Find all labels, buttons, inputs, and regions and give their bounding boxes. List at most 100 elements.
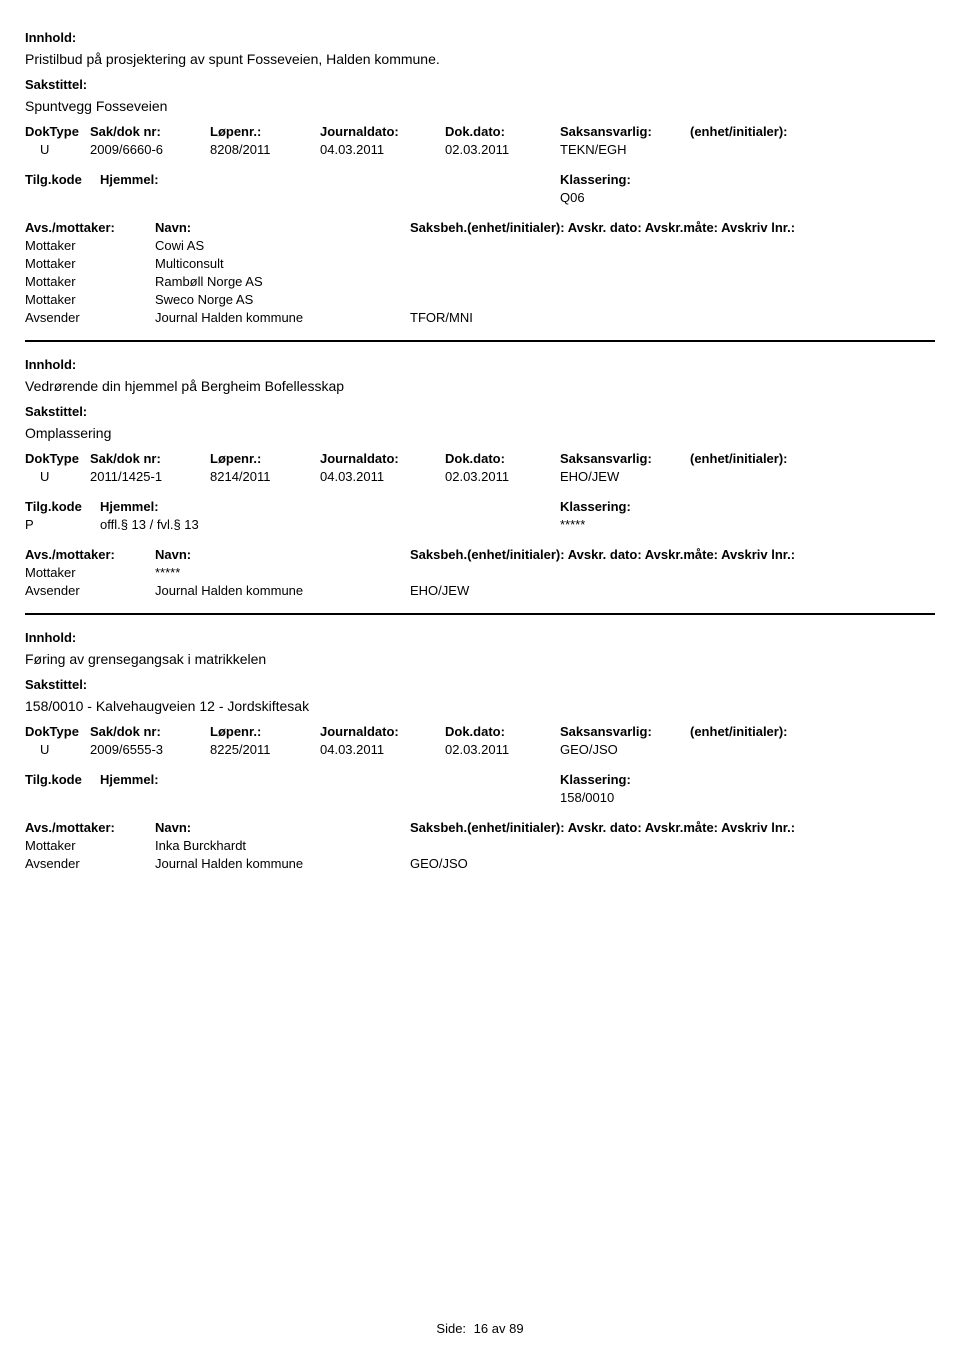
tilgkode-value: P <box>25 517 100 532</box>
avsmottaker-header: Avs./mottaker: <box>25 220 155 235</box>
klassering-header: Klassering: <box>560 172 631 187</box>
avsender-code: EHO/JEW <box>410 583 469 598</box>
mottaker-name: ***** <box>155 565 410 580</box>
saksbeh-avskr-header: Saksbeh.(enhet/initialer): Avskr. dato: … <box>410 820 935 835</box>
mottaker-row: MottakerRambøll Norge AS <box>25 274 935 289</box>
tilgkode-value <box>25 190 100 205</box>
klassering-header: Klassering: <box>560 499 631 514</box>
sakdok-header: Sak/dok nr: <box>90 724 210 739</box>
dokdato-header: Dok.dato: <box>445 124 560 139</box>
doktype-value: U <box>25 469 90 484</box>
avsender-label: Avsender <box>25 856 155 871</box>
avsender-code: TFOR/MNI <box>410 310 473 325</box>
hjemmel-header: Hjemmel: <box>100 499 370 514</box>
mottaker-row: Mottaker***** <box>25 565 935 580</box>
journaldato-value: 04.03.2011 <box>320 742 445 757</box>
mottaker-name: Sweco Norge AS <box>155 292 410 307</box>
record-divider <box>25 340 935 342</box>
doktype-value: U <box>25 742 90 757</box>
avs-header-row: Avs./mottaker:Navn:Saksbeh.(enhet/initia… <box>25 820 935 835</box>
avsender-code: GEO/JSO <box>410 856 468 871</box>
dokdato-value: 02.03.2011 <box>445 469 560 484</box>
innhold-value: Føring av grensegangsak i matrikkelen <box>25 651 935 667</box>
hjemmel-data-row: 158/0010 <box>25 790 935 805</box>
hjemmel-data-row: Q06 <box>25 190 935 205</box>
mottaker-name: Rambøll Norge AS <box>155 274 410 289</box>
saksbeh-avskr-header: Saksbeh.(enhet/initialer): Avskr. dato: … <box>410 547 935 562</box>
mottaker-row: MottakerInka Burckhardt <box>25 838 935 853</box>
klassering-header: Klassering: <box>560 772 631 787</box>
avsender-row: AvsenderJournal Halden kommuneTFOR/MNI <box>25 310 935 325</box>
tilgkode-header: Tilg.kode <box>25 772 100 787</box>
doc-header-row: DokTypeSak/dok nr:Løpenr.:Journaldato:Do… <box>25 451 935 466</box>
doktype-header: DokType <box>25 451 90 466</box>
avsender-label: Avsender <box>25 310 155 325</box>
sakstittel-label: Sakstittel: <box>25 77 935 92</box>
journaldato-header: Journaldato: <box>320 124 445 139</box>
enhet-header: (enhet/initialer): <box>690 451 840 466</box>
mottaker-label: Mottaker <box>25 565 155 580</box>
navn-header: Navn: <box>155 220 410 235</box>
mottaker-label: Mottaker <box>25 256 155 271</box>
sakdok-value: 2009/6660-6 <box>90 142 210 157</box>
saksansvarlig-value: GEO/JSO <box>560 742 690 757</box>
lopenr-value: 8208/2011 <box>210 142 320 157</box>
journaldato-value: 04.03.2011 <box>320 469 445 484</box>
saksbeh-avskr-header: Saksbeh.(enhet/initialer): Avskr. dato: … <box>410 220 935 235</box>
avsender-name: Journal Halden kommune <box>155 856 410 871</box>
saksansvarlig-value: TEKN/EGH <box>560 142 690 157</box>
innhold-label: Innhold: <box>25 30 935 45</box>
lopenr-header: Løpenr.: <box>210 451 320 466</box>
mottaker-row: MottakerSweco Norge AS <box>25 292 935 307</box>
saksansvarlig-header: Saksansvarlig: <box>560 724 690 739</box>
avs-header-row: Avs./mottaker:Navn:Saksbeh.(enhet/initia… <box>25 547 935 562</box>
hjemmel-value <box>100 790 370 805</box>
hjemmel-data-row: Poffl.§ 13 / fvl.§ 13***** <box>25 517 935 532</box>
mottaker-name: Cowi AS <box>155 238 410 253</box>
doc-data-row: U2011/1425-18214/201104.03.201102.03.201… <box>25 469 935 484</box>
hjemmel-header-row: Tilg.kodeHjemmel:Klassering: <box>25 499 935 514</box>
klassering-value: ***** <box>560 517 585 532</box>
innhold-value: Pristilbud på prosjektering av spunt Fos… <box>25 51 935 67</box>
dokdato-value: 02.03.2011 <box>445 142 560 157</box>
mottaker-name: Inka Burckhardt <box>155 838 410 853</box>
klassering-value: Q06 <box>560 190 585 205</box>
mottaker-label: Mottaker <box>25 274 155 289</box>
record: Innhold: Føring av grensegangsak i matrik… <box>25 630 935 871</box>
hjemmel-header: Hjemmel: <box>100 772 370 787</box>
innhold-value: Vedrørende din hjemmel på Bergheim Bofel… <box>25 378 935 394</box>
hjemmel-header-row: Tilg.kodeHjemmel: Klassering: <box>25 772 935 787</box>
lopenr-value: 8225/2011 <box>210 742 320 757</box>
doktype-header: DokType <box>25 724 90 739</box>
doc-header-row: DokTypeSak/dok nr:Løpenr.:Journaldato:Do… <box>25 724 935 739</box>
doc-data-row: U2009/6660-68208/201104.03.201102.03.201… <box>25 142 935 157</box>
mottaker-row: MottakerCowi AS <box>25 238 935 253</box>
mottaker-row: MottakerMulticonsult <box>25 256 935 271</box>
record-divider <box>25 613 935 615</box>
lopenr-header: Løpenr.: <box>210 124 320 139</box>
saksansvarlig-value: EHO/JEW <box>560 469 690 484</box>
avsmottaker-header: Avs./mottaker: <box>25 547 155 562</box>
klassering-value: 158/0010 <box>560 790 614 805</box>
enhet-header: (enhet/initialer): <box>690 124 840 139</box>
sakdok-header: Sak/dok nr: <box>90 451 210 466</box>
innhold-label: Innhold: <box>25 630 935 645</box>
doktype-header: DokType <box>25 124 90 139</box>
sakdok-header: Sak/dok nr: <box>90 124 210 139</box>
hjemmel-value <box>100 190 370 205</box>
avsmottaker-header: Avs./mottaker: <box>25 820 155 835</box>
innhold-label: Innhold: <box>25 357 935 372</box>
avsender-row: AvsenderJournal Halden kommuneGEO/JSO <box>25 856 935 871</box>
tilgkode-header: Tilg.kode <box>25 172 100 187</box>
mottaker-name: Multiconsult <box>155 256 410 271</box>
sakstittel-value: Omplassering <box>25 425 935 441</box>
saksansvarlig-header: Saksansvarlig: <box>560 124 690 139</box>
lopenr-header: Løpenr.: <box>210 724 320 739</box>
journaldato-value: 04.03.2011 <box>320 142 445 157</box>
avsender-name: Journal Halden kommune <box>155 583 410 598</box>
mottaker-label: Mottaker <box>25 838 155 853</box>
sakstittel-value: Spuntvegg Fosseveien <box>25 98 935 114</box>
navn-header: Navn: <box>155 547 410 562</box>
record: Innhold: Pristilbud på prosjektering av s… <box>25 30 935 342</box>
record: Innhold: Vedrørende din hjemmel på Berghe… <box>25 357 935 615</box>
